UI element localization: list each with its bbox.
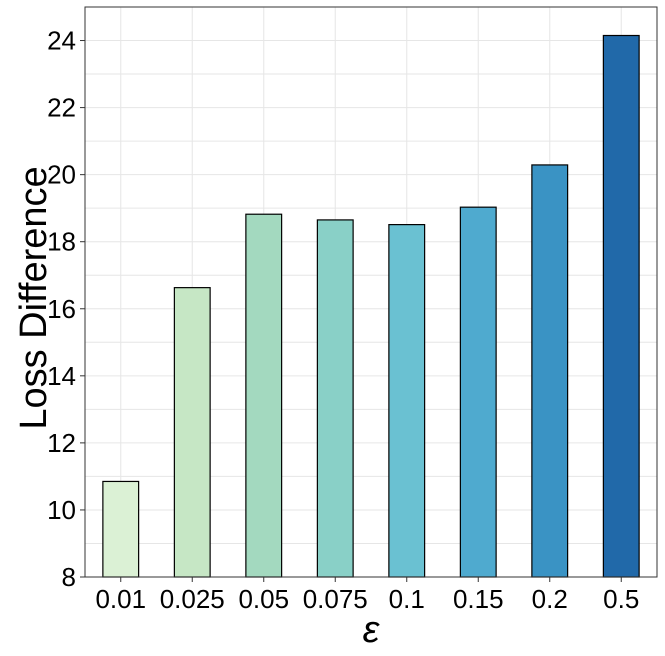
y-tick-label: 24 (47, 26, 76, 56)
x-tick-label: 0.025 (160, 584, 225, 614)
y-tick-label: 20 (47, 160, 76, 190)
plot-frame (84, 6, 658, 578)
x-tick-label: 0.15 (453, 584, 504, 614)
grid (85, 6, 657, 578)
x-tick-label: 0.5 (603, 584, 639, 614)
x-axis-title: ε (363, 609, 381, 651)
bar (316, 219, 354, 578)
y-tick-label: 16 (47, 294, 76, 324)
y-tick-label: 14 (47, 361, 76, 391)
x-tick-label: 0.075 (303, 584, 368, 614)
bar (245, 213, 283, 578)
y-ticks: 8 10 12 14 16 18 20 22 24 (47, 26, 85, 592)
x-tick-label: 0.01 (95, 584, 146, 614)
y-axis-title: Loss Difference (13, 166, 55, 429)
y-tick-label: 22 (47, 93, 76, 123)
bar (459, 206, 497, 578)
bar (173, 287, 211, 578)
x-tick-label: 0.2 (532, 584, 568, 614)
x-ticks: 0.01 0.025 0.05 0.075 0.1 0.15 0.2 0.5 (95, 577, 639, 614)
bar (531, 164, 569, 578)
bar (102, 480, 140, 578)
y-tick-label: 10 (47, 495, 76, 525)
y-tick-label: 12 (47, 428, 76, 458)
bars (102, 34, 640, 578)
bar (602, 34, 640, 578)
y-tick-label: 18 (47, 227, 76, 257)
y-tick-label: 8 (62, 562, 76, 592)
x-tick-label: 0.1 (389, 584, 425, 614)
bar (388, 224, 426, 578)
x-tick-label: 0.05 (238, 584, 289, 614)
